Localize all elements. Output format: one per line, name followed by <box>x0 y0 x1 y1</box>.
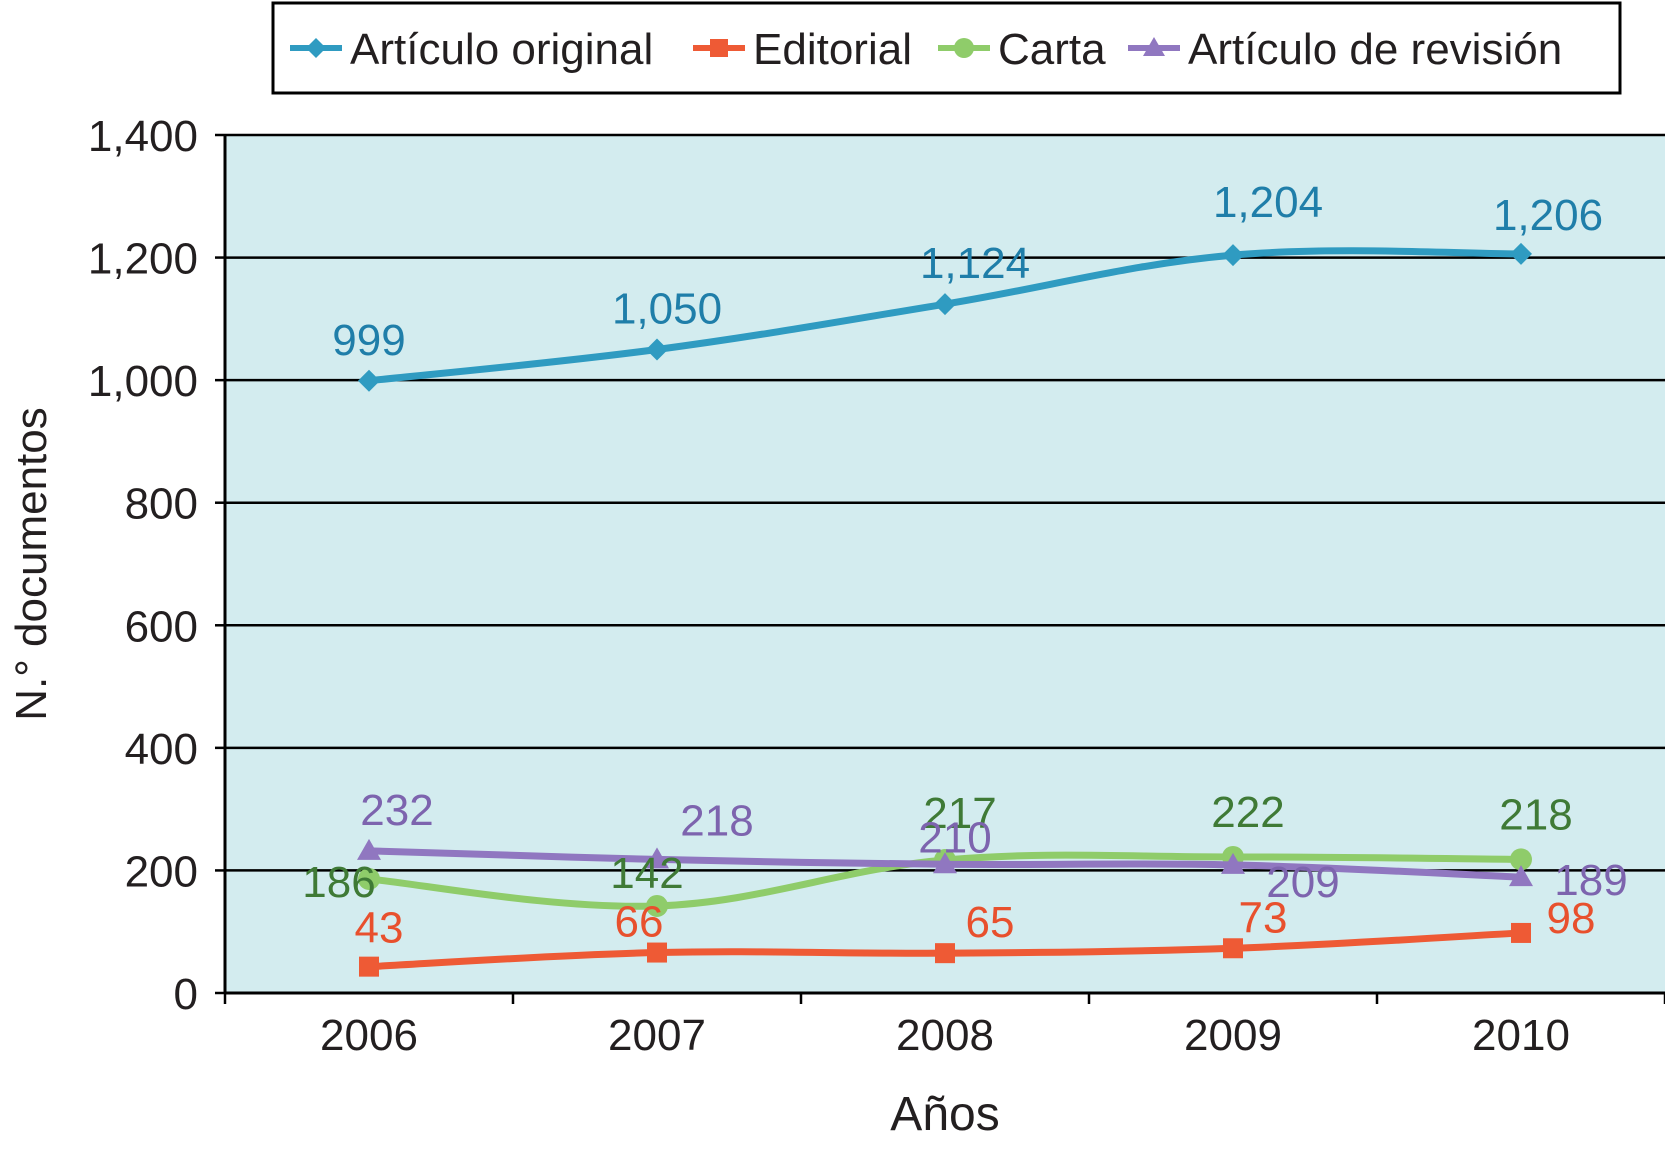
data-label-carta: 217 <box>923 789 996 838</box>
legend: Artículo original Editorial Carta Artículo … <box>271 1 1622 95</box>
y-tick-label: 1,200 <box>88 235 198 284</box>
data-label-articulo-de-revision: 189 <box>1554 856 1627 905</box>
data-label-carta: 218 <box>1499 790 1572 839</box>
series-layer <box>357 242 1533 977</box>
data-label-editorial: 98 <box>1547 894 1596 943</box>
data-point-editorial <box>359 956 379 977</box>
x-tick-label: 2010 <box>1472 1011 1570 1060</box>
data-point-editorial <box>1223 938 1243 959</box>
data-label-editorial: 73 <box>1239 893 1288 942</box>
legend-marker-articulo-de-revision <box>1143 37 1165 56</box>
data-label-articulo-original: 1,124 <box>920 239 1030 288</box>
data-label-articulo-original: 999 <box>332 316 405 365</box>
y-tick-label: 1,400 <box>88 112 198 161</box>
data-point-editorial <box>1511 922 1531 943</box>
y-tick-label: 600 <box>125 602 198 651</box>
y-tick-label: 0 <box>174 970 198 1019</box>
data-point-articulo-de-revision <box>645 847 669 869</box>
y-tick-label: 200 <box>125 847 198 896</box>
data-label-articulo-de-revision: 209 <box>1266 858 1339 907</box>
data-label-articulo-original: 1,204 <box>1213 178 1323 227</box>
y-tick-label: 400 <box>125 725 198 774</box>
data-point-editorial <box>935 943 955 964</box>
legend-label-articulo-original: Artículo original <box>350 25 653 74</box>
legend-label-carta: Carta <box>998 25 1106 74</box>
x-tick-label: 2008 <box>896 1011 994 1060</box>
data-point-articulo-de-revision <box>1509 865 1533 887</box>
data-point-articulo-original <box>358 369 380 392</box>
legend-label-editorial: Editorial <box>753 25 912 74</box>
legend-marker-articulo-original <box>306 38 326 58</box>
y-axis-label: N.° documentos <box>7 407 56 721</box>
data-point-articulo-de-revision <box>357 838 381 860</box>
data-point-editorial <box>647 942 667 963</box>
data-point-carta <box>1510 848 1532 871</box>
data-point-carta <box>358 868 380 891</box>
data-point-articulo-original <box>1222 244 1244 267</box>
data-point-carta <box>646 894 668 917</box>
data-label-editorial: 66 <box>615 898 664 947</box>
legend-label-articulo-de-revision: Artículo de revisión <box>1188 25 1562 74</box>
data-label-articulo-de-revision: 210 <box>918 813 991 862</box>
data-point-articulo-original <box>934 293 956 316</box>
data-point-articulo-de-revision <box>933 852 957 874</box>
data-point-articulo-original <box>1510 242 1532 265</box>
data-point-articulo-original <box>646 338 668 361</box>
y-tick-label: 800 <box>125 480 198 529</box>
data-label-articulo-de-revision: 232 <box>360 786 433 835</box>
data-label-articulo-original: 1,206 <box>1493 191 1603 240</box>
data-label-carta: 222 <box>1211 788 1284 837</box>
x-tick-label: 2006 <box>320 1011 418 1060</box>
data-label-articulo-original: 1,050 <box>612 285 722 334</box>
x-tick-label: 2007 <box>608 1011 706 1060</box>
data-label-editorial: 65 <box>966 898 1015 947</box>
data-label-carta: 142 <box>610 849 683 898</box>
data-label-articulo-de-revision: 218 <box>680 796 753 845</box>
legend-marker-editorial <box>710 39 728 57</box>
x-tick-label: 2009 <box>1184 1011 1282 1060</box>
axes: 0 200 400 600 800 1,000 1,200 1,400 2006 2007 2008… <box>88 112 1665 1060</box>
x-axis-label: Años <box>890 1088 999 1141</box>
data-label-editorial: 43 <box>355 904 404 953</box>
legend-marker-carta <box>954 38 974 58</box>
legend-items: Artículo original Editorial Carta Artículo … <box>290 25 1562 74</box>
data-point-articulo-de-revision <box>1221 852 1245 874</box>
data-label-carta: 186 <box>302 858 375 907</box>
y-tick-label: 1,000 <box>88 357 198 406</box>
